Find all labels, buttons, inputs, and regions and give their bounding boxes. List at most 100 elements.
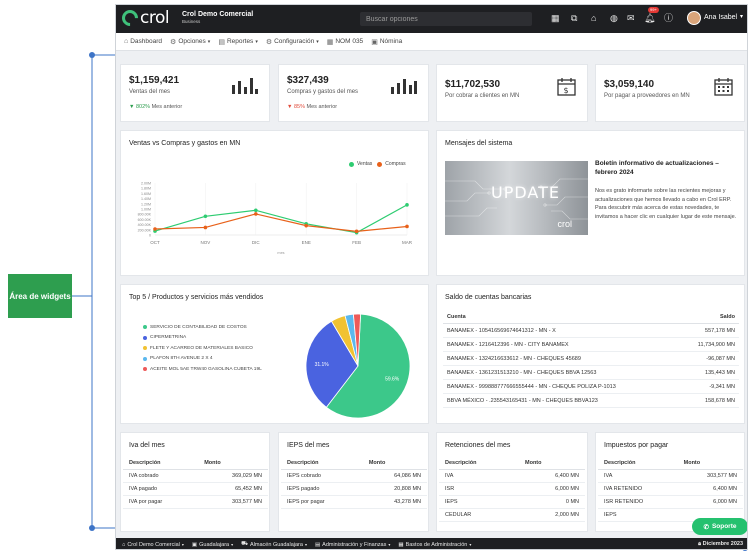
menu-item-1[interactable]: ⚙ Opciones ▾ bbox=[170, 38, 210, 46]
bar-chart-icon bbox=[232, 78, 258, 94]
kpi-label: Ventas del mes bbox=[129, 89, 171, 95]
data-point[interactable] bbox=[203, 214, 208, 219]
pie-legend-item[interactable]: FLETE Y ACARREO DE MATERIALES BASICO bbox=[143, 343, 262, 354]
apps-grid-icon[interactable]: ▦ bbox=[551, 13, 560, 23]
bottom-bar-item-0[interactable]: ⌂ Crol Demo Comercial ▾ bbox=[122, 542, 184, 548]
user-name[interactable]: Ana Isabel bbox=[704, 14, 738, 21]
pie-legend-item[interactable]: CIPERMETRINA bbox=[143, 333, 262, 344]
amount-cell: 369,029 MN bbox=[198, 469, 268, 483]
kpi-delta-text: Mes anterior bbox=[151, 104, 183, 110]
chevron-down-icon[interactable]: ▾ bbox=[740, 14, 744, 20]
menu-item-label: NOM 035 bbox=[335, 38, 364, 45]
description-cell: IVA por pagar bbox=[123, 495, 199, 509]
bottom-bar-item-3[interactable]: ▤ Administración y Finanzas ▾ bbox=[315, 542, 390, 548]
amount-cell: 6,400 MN bbox=[519, 469, 585, 483]
data-point[interactable] bbox=[405, 224, 409, 229]
iva-widget: Iva del mes Descripción Monto IVA cobrado 3… bbox=[120, 432, 270, 532]
legend-ventas[interactable]: Ventas bbox=[357, 161, 373, 167]
amount-cell: 2,000 MN bbox=[519, 508, 585, 522]
kpi-card-sales[interactable]: $1,159,421 Ventas del mes ▼ 802% Mes ant… bbox=[120, 64, 270, 122]
table-row[interactable]: BANAMEX - 1361231513210 - MN - CHEQUES B… bbox=[443, 365, 739, 380]
y-tick-label: 0 bbox=[149, 234, 151, 238]
search-input[interactable] bbox=[360, 12, 532, 26]
bottom-bar-item-2[interactable]: ⛟ Almacén Guadalajara ▾ bbox=[241, 541, 307, 548]
data-point[interactable] bbox=[254, 208, 258, 213]
bottom-bar-item-1[interactable]: ▣ Guadalajara ▾ bbox=[192, 542, 233, 548]
legend-label: FLETE Y ACARREO DE MATERIALES BASICO bbox=[150, 345, 253, 351]
description-cell: IEPS cobrado bbox=[281, 469, 363, 483]
legend-dot-compras bbox=[377, 161, 383, 167]
legend-label: SERVICIO DE CONTABILIDAD DE COSTOS bbox=[150, 324, 247, 330]
menu-item-3[interactable]: ⚙ Configuración ▾ bbox=[266, 38, 319, 46]
pie-slice[interactable] bbox=[352, 313, 362, 367]
data-point[interactable] bbox=[405, 203, 409, 207]
windows-icon[interactable]: ⧉ bbox=[571, 13, 578, 23]
chat-icon[interactable]: ◍ bbox=[610, 13, 618, 23]
help-icon[interactable]: ⓘ bbox=[664, 13, 674, 23]
bottom-bar-item-label: Administración y Finanzas bbox=[322, 541, 387, 548]
period-date[interactable]: 🔒︎ Diciembre 2023 bbox=[698, 541, 743, 547]
avatar[interactable] bbox=[687, 11, 701, 25]
message-body[interactable]: Nos es grato informarte sobre las recien… bbox=[595, 188, 737, 220]
mail-icon[interactable]: ✉ bbox=[627, 13, 635, 23]
impuestos-widget: Impuestos por pagar Descripción Monto IVA 3… bbox=[595, 432, 745, 532]
bottom-bar: ⌂ Crol Demo Comercial ▾ ▣ Guadalajara ▾ ⛟ Almac… bbox=[116, 538, 747, 549]
column-header-saldo: Saldo bbox=[678, 311, 739, 324]
table-row[interactable]: BANAMEX - 999888777666555444 - MN - CHEQ… bbox=[443, 379, 739, 394]
table-header-row: Cuenta Saldo bbox=[443, 311, 739, 324]
pie-legend-item[interactable]: PLAFON 8TH AVENUE 2 X 4 bbox=[143, 354, 262, 365]
system-messages-widget[interactable]: Mensajes del sistema UPDATE crol Boletín… bbox=[436, 130, 745, 276]
pie-slice[interactable] bbox=[325, 313, 411, 419]
table-row[interactable]: BBVA MÉXICO - .235543165431 - MN - CHEQU… bbox=[443, 393, 739, 408]
account-name: BANAMEX - 105416569674641312 - MN - X bbox=[443, 323, 679, 338]
legend-dot-ventas bbox=[349, 161, 354, 167]
support-label: Soporte bbox=[711, 523, 737, 530]
menu-item-0[interactable]: ⌂ Dashboard bbox=[124, 38, 162, 45]
account-name: BBVA MÉXICO - .235543165431 - MN - CHEQU… bbox=[443, 393, 679, 408]
crol-logo[interactable]: crol bbox=[118, 6, 170, 30]
table-row: IVA 6,400 MN bbox=[439, 469, 585, 483]
x-axis-label: mes bbox=[277, 251, 284, 255]
logo-mark-icon bbox=[118, 6, 142, 30]
data-point[interactable] bbox=[203, 225, 208, 230]
support-button[interactable]: ✆ Soporte bbox=[692, 518, 747, 535]
menu-item-label: Configuración bbox=[274, 38, 315, 45]
kpi-value: $3,059,140 bbox=[604, 79, 655, 90]
retenciones-widget: Retenciones del mes Descripción Monto IVA 6… bbox=[436, 432, 588, 532]
amount-cell: 65,452 MN bbox=[198, 482, 268, 496]
kpi-card-payables[interactable]: $3,059,140 Por pagar a proveedores en MN bbox=[595, 64, 745, 122]
menu-item-2[interactable]: ▤ Reportes ▾ bbox=[218, 38, 258, 46]
pie-legend-item[interactable]: ACEITE MOL 5AE TRW40 GASOLINA CUBETA 19L bbox=[143, 364, 262, 375]
pie-legend-item[interactable]: SERVICIO DE CONTABILIDAD DE COSTOS bbox=[143, 322, 262, 333]
y-tick-label: 1.60M bbox=[141, 192, 151, 196]
update-banner-image[interactable]: UPDATE crol bbox=[445, 161, 588, 235]
company-selector[interactable]: Crol Demo Comercial Business bbox=[182, 10, 253, 25]
table-row[interactable]: BANAMEX - 1324216633612 - MN - CHEQUES 4… bbox=[443, 351, 739, 366]
menu-item-4[interactable]: ▦ NOM 035 bbox=[327, 38, 363, 46]
data-point[interactable] bbox=[354, 229, 359, 234]
table-row[interactable]: BANAMEX - 105416569674641312 - MN - X 557… bbox=[443, 323, 739, 338]
description-cell: IEPS pagado bbox=[281, 482, 363, 496]
home-icon[interactable]: ⌂ bbox=[591, 13, 597, 23]
kpi-card-purchases[interactable]: $327,439 Compras y gastos del mes ▼ 85% … bbox=[278, 64, 429, 122]
table-header-row: Descripción Monto bbox=[281, 457, 427, 470]
table-row: IEPS cobrado 64,086 MN bbox=[281, 469, 427, 483]
data-point[interactable] bbox=[153, 227, 157, 231]
pie-slice[interactable] bbox=[305, 320, 359, 408]
bar-chart-icon bbox=[391, 79, 417, 94]
message-headline[interactable]: Boletín informativo de actualizaciones –… bbox=[595, 160, 719, 176]
trend-down-icon: ▼ bbox=[287, 104, 293, 110]
amount-cell: 20,808 MN bbox=[362, 482, 427, 496]
bottom-bar-item-4[interactable]: ▦ Bastos de Administración ▾ bbox=[398, 542, 471, 548]
menu-item-5[interactable]: ▣ Nómina bbox=[371, 38, 402, 46]
kpi-card-receivables[interactable]: $11,702,530 Por cobrar a clientes en MN … bbox=[436, 64, 588, 122]
x-tick-label: ENE bbox=[302, 240, 311, 245]
data-point[interactable] bbox=[304, 223, 308, 228]
table-row[interactable]: BANAMEX - 1216412396 - MN - CITY BANAMEX… bbox=[443, 337, 739, 352]
bell-icon[interactable]: 🔔︎ bbox=[644, 13, 656, 23]
data-point[interactable] bbox=[254, 212, 258, 216]
pie-chart: 59.6% 31.1% bbox=[305, 313, 411, 419]
account-balance: 557,178 MN bbox=[678, 323, 739, 338]
chevron-down-icon: ▾ bbox=[316, 38, 319, 45]
legend-compras[interactable]: Compras bbox=[385, 161, 406, 167]
